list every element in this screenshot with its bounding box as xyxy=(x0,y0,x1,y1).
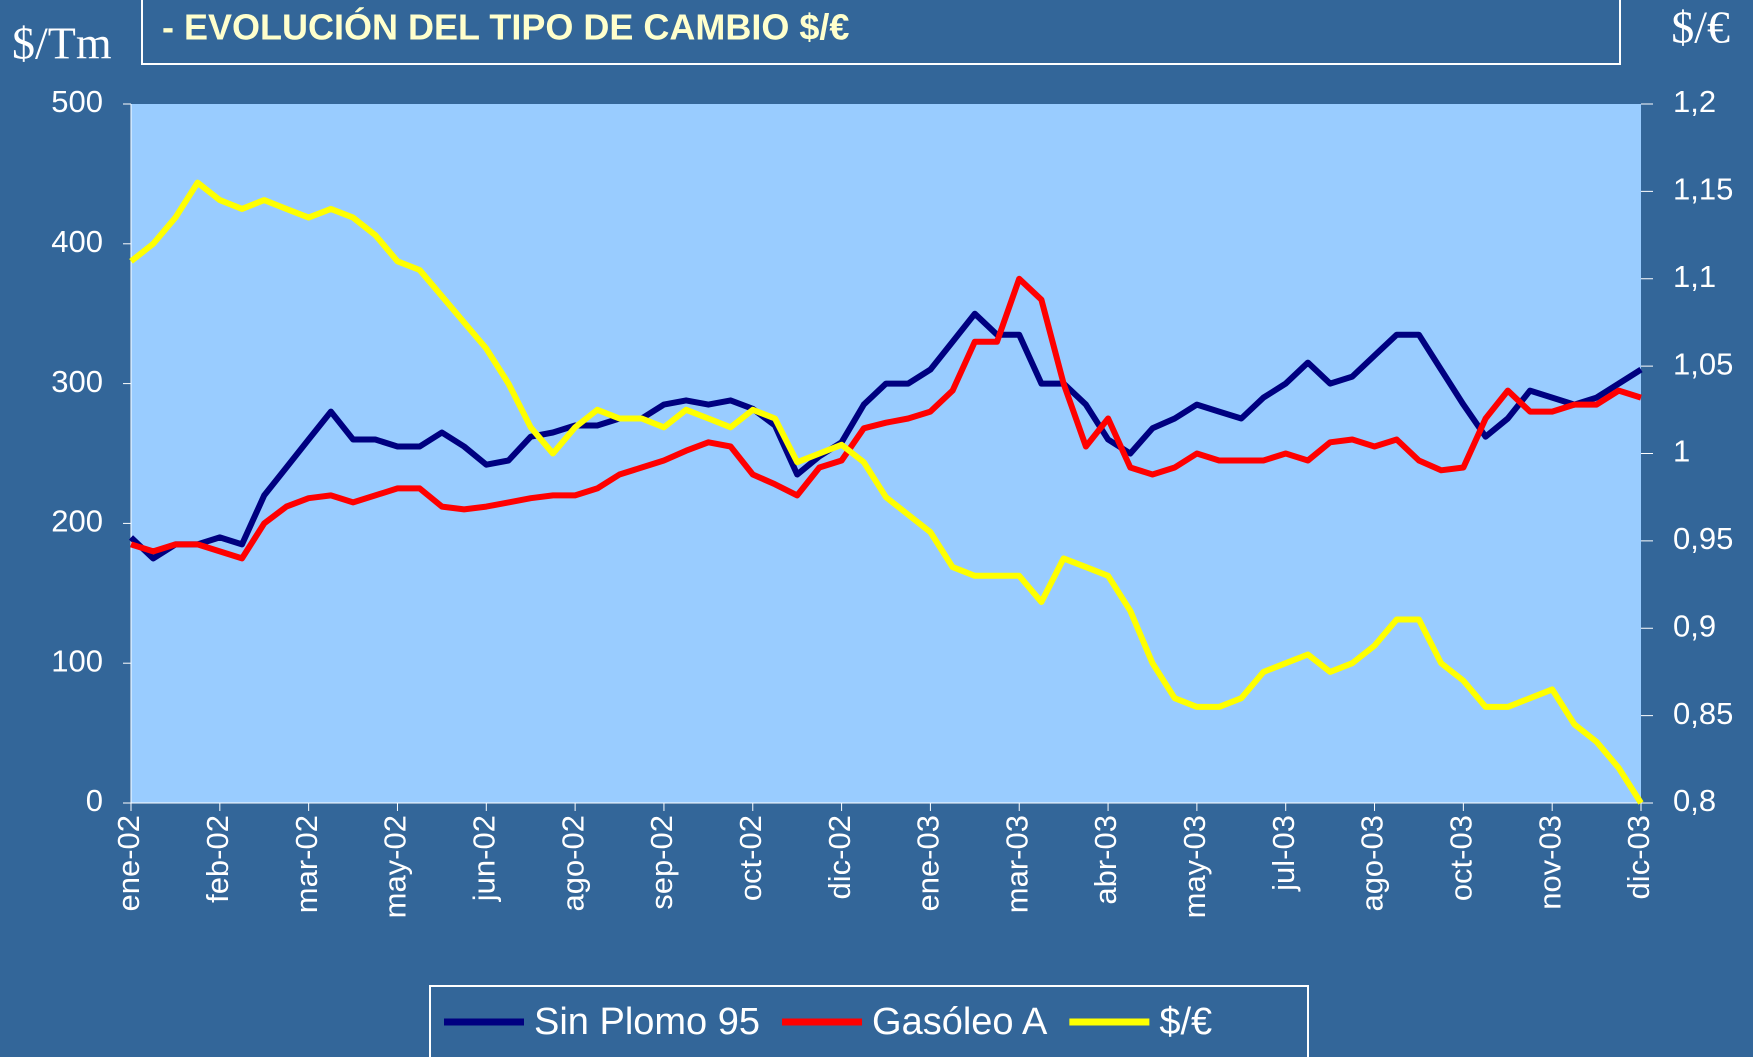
x-tick-label: ene-02 xyxy=(111,815,146,912)
y-tick-label: 100 xyxy=(51,643,103,678)
x-tick-label: jun-02 xyxy=(466,815,501,902)
y2-tick-label: 0,8 xyxy=(1673,783,1716,818)
title-box xyxy=(141,0,1621,65)
chart-title: - EVOLUCIÓN DEL TIPO DE CAMBIO $/€ xyxy=(162,6,849,48)
plot-area xyxy=(131,104,1641,803)
x-tick-label: ene-03 xyxy=(911,815,946,912)
y2-tick-label: 0,9 xyxy=(1673,608,1716,643)
series-line xyxy=(128,310,1643,562)
y2-tick-label: 1,15 xyxy=(1673,172,1733,207)
x-tick-label: nov-03 xyxy=(1532,815,1567,910)
series-line xyxy=(129,179,1644,805)
x-tick-label: feb-02 xyxy=(200,815,235,903)
x-tick-label: dic-03 xyxy=(1621,815,1656,899)
legend-label: Sin Plomo 95 xyxy=(534,1001,760,1043)
y-tick-label: 500 xyxy=(51,84,103,119)
legend: Sin Plomo 95 Gasóleo A $/€ xyxy=(444,1001,1212,1043)
y-tick-label: 300 xyxy=(51,364,103,399)
legend-label: $/€ xyxy=(1159,1001,1212,1043)
x-tick-label: may-03 xyxy=(1177,815,1212,918)
x-tick-label: dic-02 xyxy=(822,815,857,899)
x-tick-label: mar-02 xyxy=(289,815,324,913)
y-tick-label: 0 xyxy=(86,783,103,818)
y2-tick-label: 1 xyxy=(1673,434,1690,469)
y-tick-label: 400 xyxy=(51,224,103,259)
y2-tick-label: 0,95 xyxy=(1673,521,1733,556)
legend-label: Gasóleo A xyxy=(872,1001,1048,1043)
x-tick-label: abr-03 xyxy=(1088,815,1123,905)
x-tick-label: mar-03 xyxy=(999,815,1034,913)
y-axis-label: $/Tm xyxy=(12,18,112,69)
x-tick-label: jul-03 xyxy=(1266,815,1301,892)
x-tick-label: may-02 xyxy=(378,815,413,918)
y2-tick-label: 1,05 xyxy=(1673,346,1733,381)
y2-tick-label: 1,1 xyxy=(1673,259,1716,294)
y2-tick-label: 0,85 xyxy=(1673,696,1733,731)
x-tick-label: ago-03 xyxy=(1355,815,1390,912)
legend-box xyxy=(429,985,1309,1057)
series-line xyxy=(130,275,1642,562)
y-tick-label: 200 xyxy=(51,504,103,539)
x-tick-label: oct-02 xyxy=(733,815,768,901)
y2-axis-label: $/€ xyxy=(1671,2,1730,53)
x-tick-label: sep-02 xyxy=(644,815,679,910)
y2-tick-label: 1,2 xyxy=(1673,84,1716,119)
x-tick-label: oct-03 xyxy=(1444,815,1479,901)
x-tick-label: ago-02 xyxy=(555,815,590,912)
